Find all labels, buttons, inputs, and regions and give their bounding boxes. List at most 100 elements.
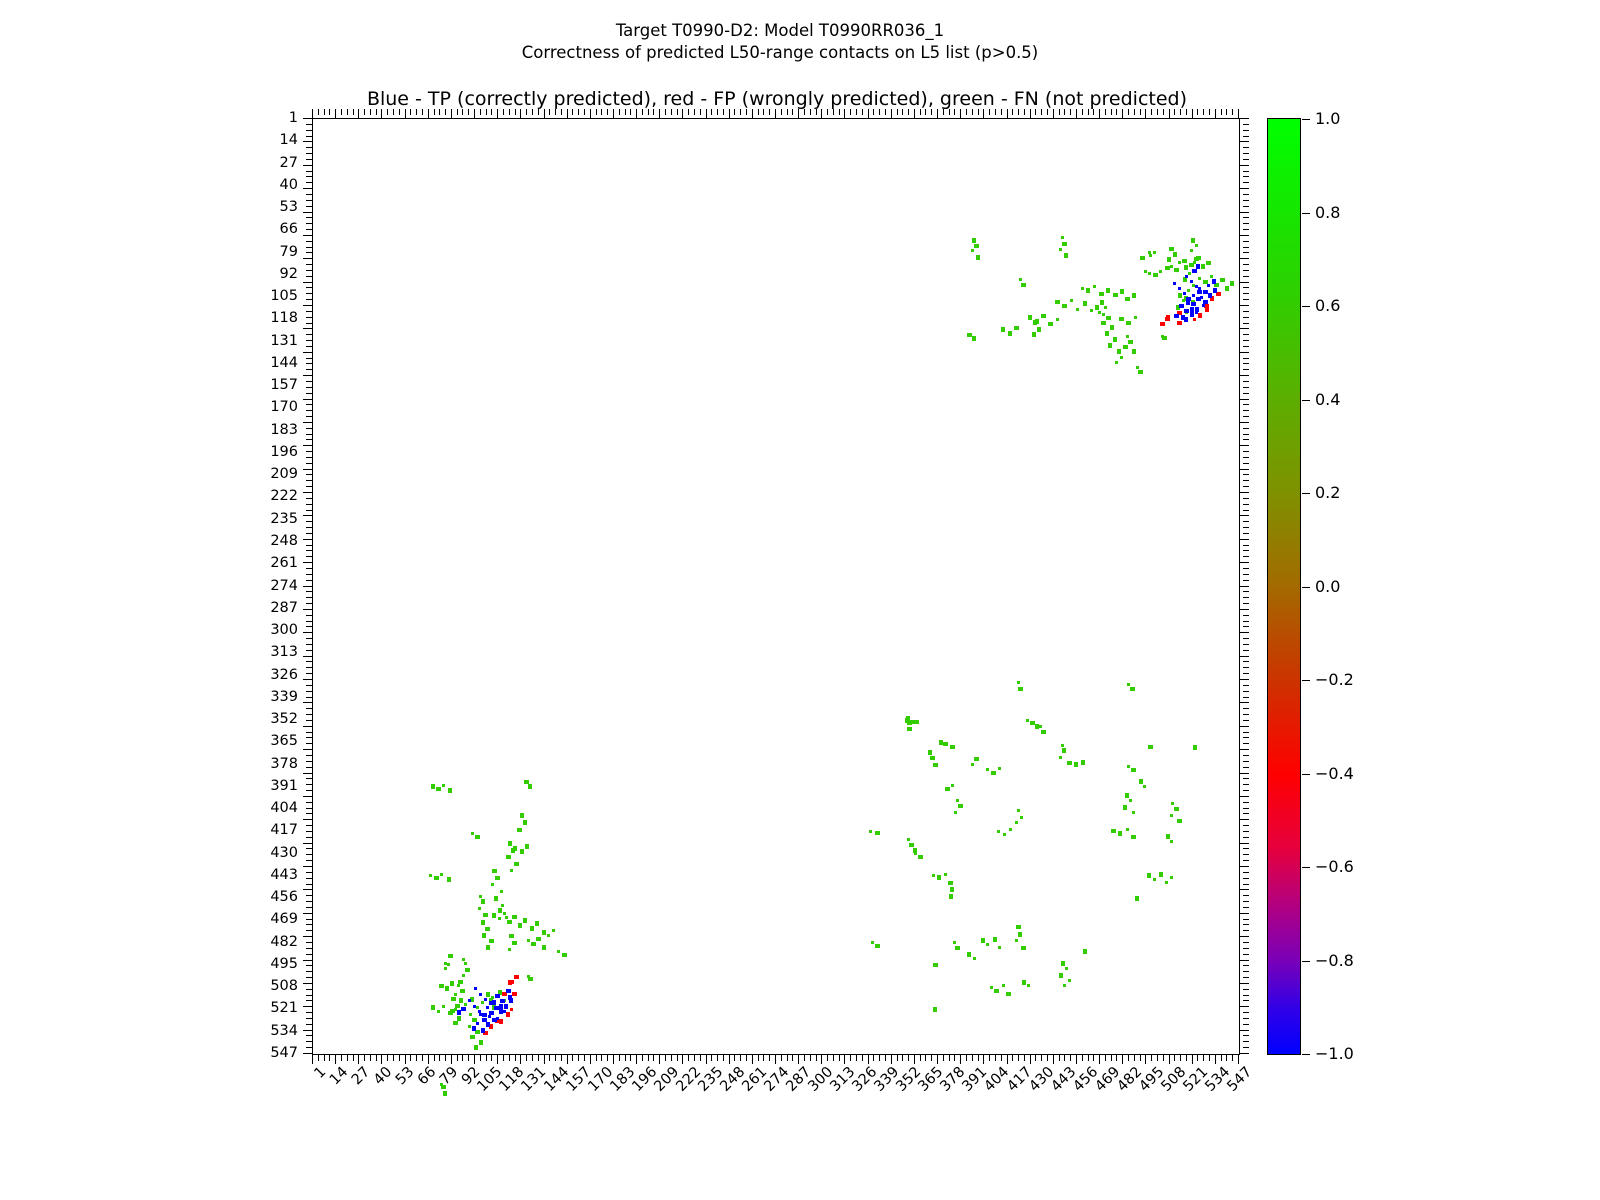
contact-point [491, 995, 495, 999]
contact-point [519, 849, 524, 855]
contact-point [461, 1007, 467, 1012]
contact-point [1152, 877, 1156, 881]
contact-point [1194, 306, 1199, 312]
contact-point [1104, 330, 1109, 336]
y-axis-tick-label: 339 [270, 688, 298, 705]
y-axis-tick-label: 170 [270, 399, 298, 416]
contact-point [1003, 833, 1007, 837]
contact-point [1128, 799, 1132, 803]
colorbar-tick-label: 0.4 [1315, 389, 1341, 409]
contact-point [452, 1021, 458, 1026]
contact-point [1191, 238, 1196, 244]
contact-point [1202, 289, 1208, 294]
contact-point [472, 1025, 477, 1031]
contact-point [1177, 320, 1183, 325]
y-axis-tick-label: 183 [270, 421, 298, 438]
contact-point [1195, 244, 1199, 248]
contact-point [1210, 275, 1214, 279]
x-axis-tick-labels: 1 14 27 40 53 66 79 92 105 118 131 144 157 170 183 196 2… [311, 1064, 1255, 1174]
colorbar-tick [1302, 586, 1310, 588]
contact-point [1171, 802, 1175, 806]
contact-point [1198, 287, 1202, 291]
contact-point [917, 855, 923, 860]
contact-point [1201, 263, 1206, 269]
contact-point [456, 1015, 461, 1021]
y-axis-tick-label: 313 [270, 644, 298, 661]
contact-point [1135, 365, 1139, 369]
contact-point [966, 332, 972, 337]
contact-point [936, 875, 941, 881]
y-axis-tick-label: 92 [279, 265, 298, 282]
x-axis-top-minor-ticks [312, 109, 1240, 118]
contact-point [1094, 304, 1099, 310]
contact-point [495, 993, 501, 998]
contact-point [1173, 313, 1179, 318]
y-axis-tick-label: 365 [270, 733, 298, 750]
contact-point [464, 968, 470, 973]
contact-point [1182, 259, 1188, 264]
contact-point [446, 876, 451, 882]
contact-point [1191, 293, 1195, 297]
contact-point [502, 992, 508, 997]
contact-point [906, 838, 910, 842]
contact-point [950, 783, 954, 787]
contact-point [1195, 296, 1201, 301]
contact-point [1178, 303, 1184, 308]
contact-point [503, 912, 507, 916]
contact-point [1062, 748, 1067, 754]
contact-point [1021, 283, 1027, 288]
y-axis-tick-label: 157 [270, 377, 298, 394]
colorbar-tick [1302, 680, 1310, 681]
contact-point [1205, 260, 1211, 265]
colorbar-tick [1302, 212, 1310, 214]
contact-point [483, 1031, 489, 1036]
contact-point [1175, 304, 1180, 310]
y-axis-tick-label: 469 [270, 911, 298, 928]
contact-point [1069, 299, 1073, 303]
contact-point [992, 936, 997, 942]
contact-point [512, 992, 518, 997]
contact-point [534, 921, 539, 927]
contact-point [1125, 792, 1130, 798]
contact-point [1099, 299, 1104, 305]
contact-map-plot-area[interactable] [312, 118, 1280, 1096]
colorbar-tick [1302, 306, 1310, 307]
contact-point [1126, 320, 1132, 325]
contact-point [1028, 315, 1033, 321]
contact-point [504, 915, 508, 919]
contact-point [1184, 265, 1189, 271]
contact-point [1134, 316, 1138, 320]
y-axis-tick-label: 404 [270, 800, 298, 817]
contact-point [907, 726, 913, 731]
contact-point [973, 243, 979, 248]
contact-point [914, 719, 920, 724]
contact-point [507, 920, 513, 925]
colorbar-tick-label: −1.0 [1315, 1044, 1354, 1063]
contact-point [1036, 327, 1041, 333]
contact-point [1169, 814, 1173, 818]
contact-point [1025, 718, 1029, 722]
contact-point [517, 827, 523, 832]
contact-point [1195, 255, 1201, 260]
contact-point [450, 981, 455, 987]
contact-point [500, 998, 506, 1003]
chart-legend-text: Blue - TP (correctly predicted), red - F… [366, 88, 1188, 110]
contact-point [443, 1090, 448, 1096]
y-axis-tick-label: 430 [270, 844, 298, 861]
y-axis-tick-label: 508 [270, 978, 298, 995]
contact-point [501, 903, 505, 907]
colorbar-tick-label: −0.4 [1315, 763, 1354, 783]
contact-point [1027, 984, 1031, 987]
contact-point [1181, 299, 1185, 303]
contact-point [454, 1004, 460, 1009]
contact-point [869, 829, 873, 833]
contact-point [1064, 966, 1068, 970]
contact-point [1076, 307, 1080, 311]
contact-point [508, 933, 514, 938]
colorbar[interactable]: 1.0 0.8 0.6 0.4 0.2 0.0 −0.2 −0.4 −0.6 −0.8 −1.0 [1267, 111, 1354, 1062]
contact-point [1119, 317, 1125, 322]
contact-point [462, 958, 466, 962]
contact-point [1188, 271, 1192, 275]
contact-point [1132, 811, 1136, 815]
contact-point [1123, 804, 1128, 810]
